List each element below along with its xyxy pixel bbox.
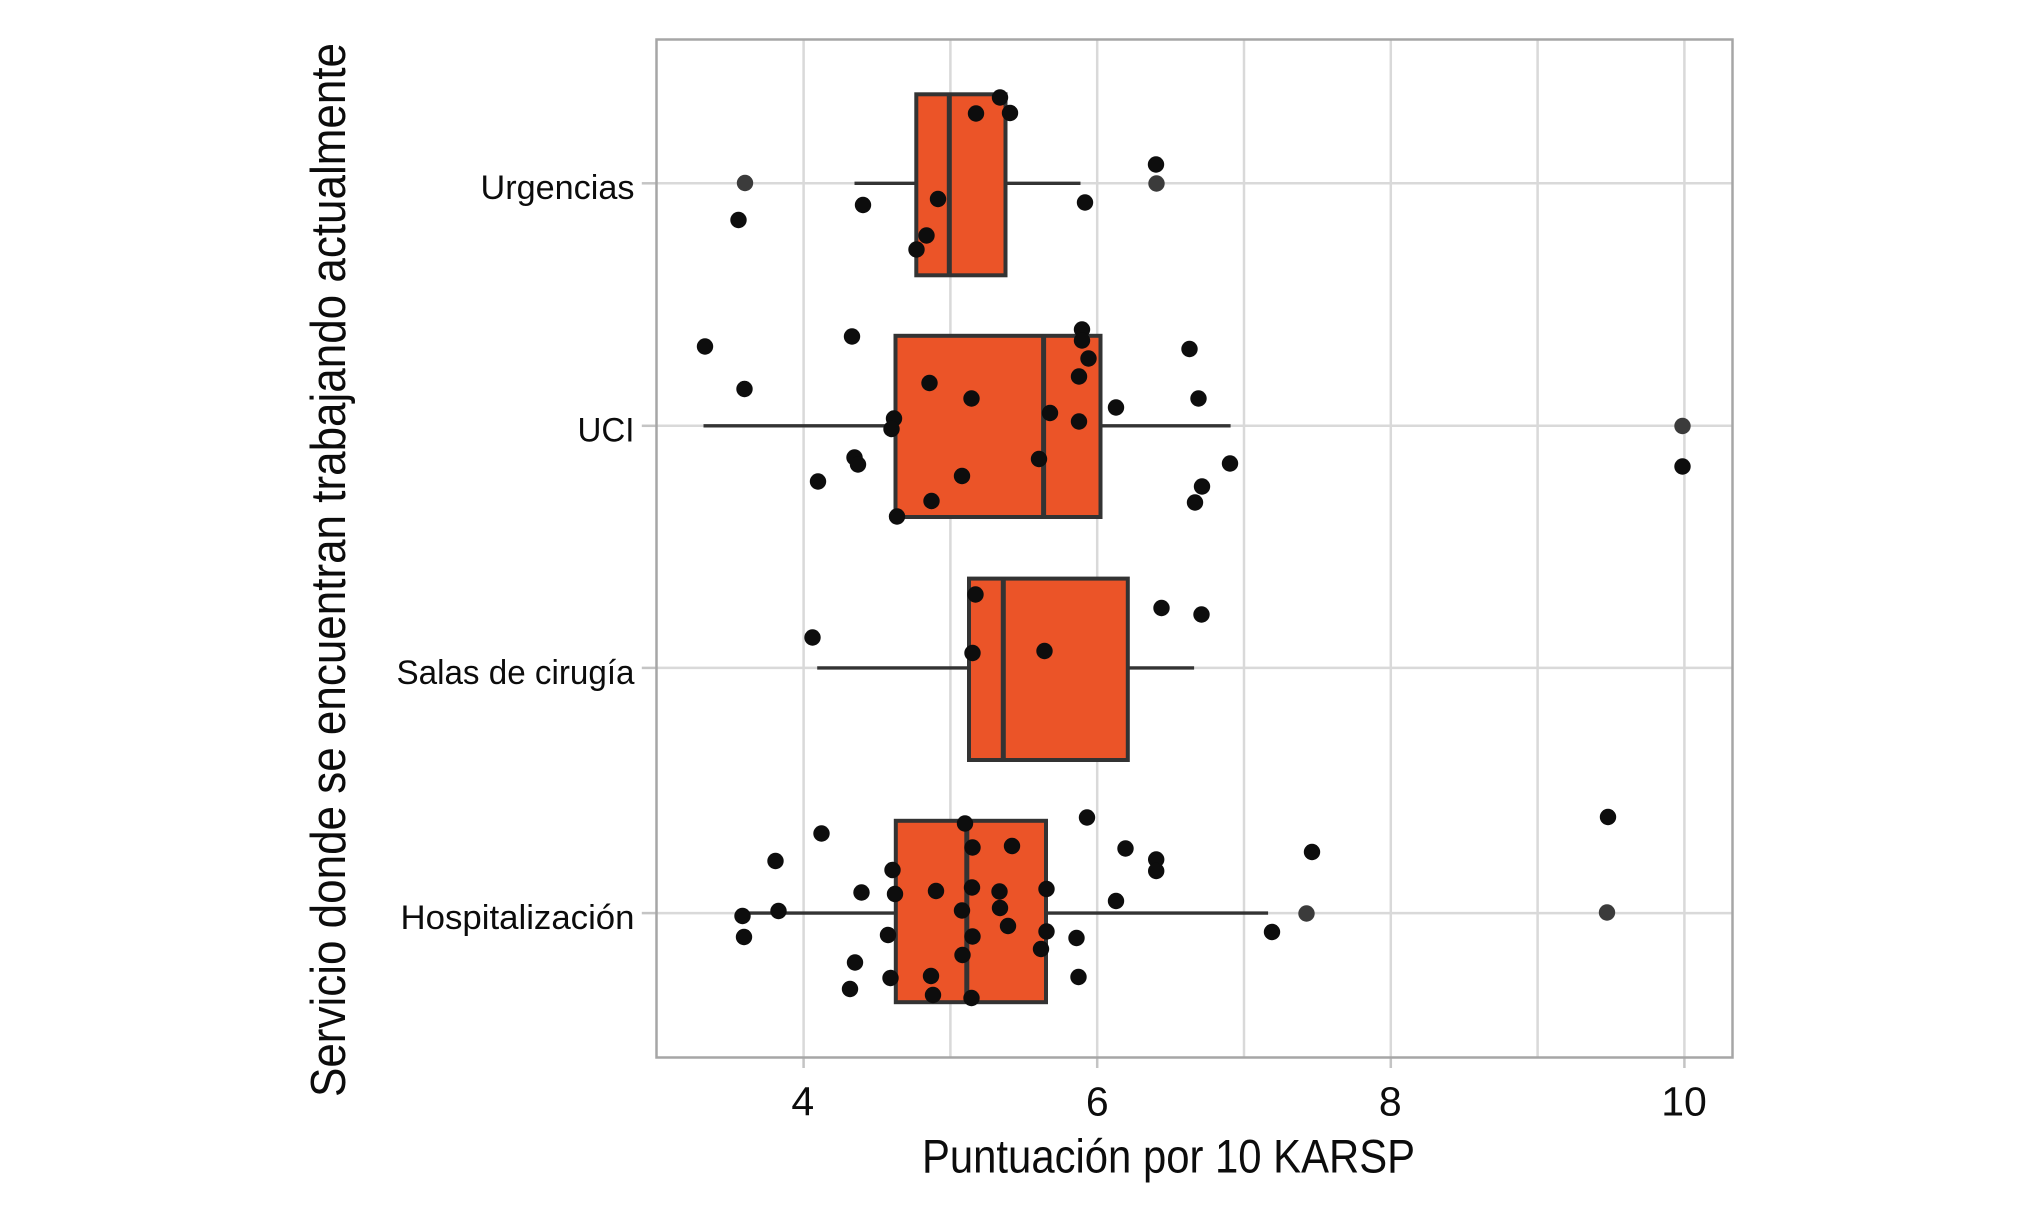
svg-text:4: 4 (791, 1079, 814, 1125)
svg-text:Puntuación por 10 KARSP: Puntuación por 10 KARSP (922, 1130, 1415, 1183)
svg-text:6: 6 (1086, 1079, 1109, 1125)
svg-text:10: 10 (1661, 1079, 1707, 1125)
svg-text:8: 8 (1379, 1079, 1402, 1125)
svg-text:UCI: UCI (578, 411, 635, 449)
svg-text:Hospitalización: Hospitalización (401, 899, 635, 937)
svg-text:Urgencias: Urgencias (481, 169, 635, 207)
svg-text:Servicio donde se encuentran t: Servicio donde se encuentran trabajando … (302, 43, 356, 1097)
svg-text:Salas de cirugía: Salas de cirugía (397, 654, 635, 692)
